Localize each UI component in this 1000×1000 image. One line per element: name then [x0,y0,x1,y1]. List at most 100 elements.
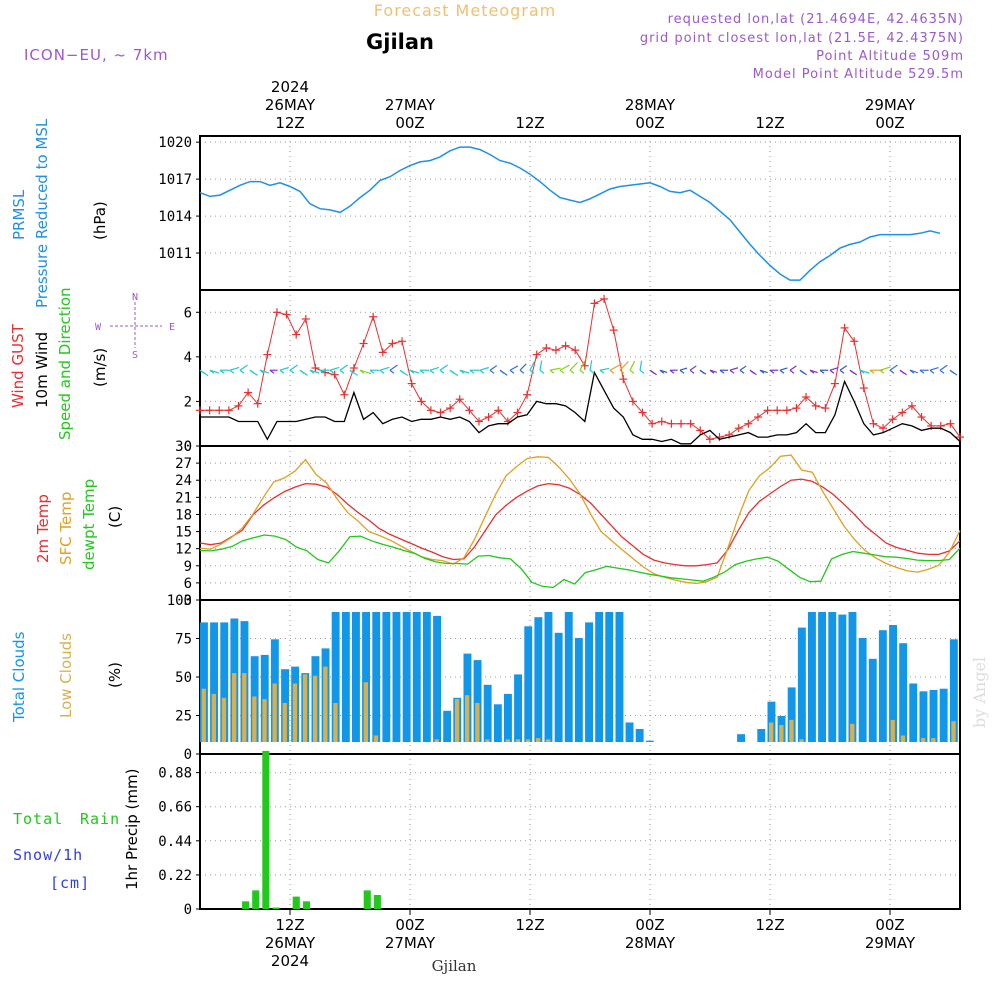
sfctemp-label: SFC Temp [57,492,75,565]
wind-arrow-head [739,369,745,374]
wind-arrow-head [719,369,725,374]
wind-arrow [939,364,948,374]
gust-marker [686,419,695,428]
wind-arrow-shaft [569,362,578,371]
wind-arrow-shaft [429,366,440,371]
gust-marker [446,404,455,413]
gust-marker [696,426,705,435]
wind-arrow [509,365,519,374]
wind-arrow [619,361,629,374]
wind-arrow [229,366,240,374]
top-time-label: 12Z [755,114,784,132]
gust-marker [638,408,647,417]
wind-arrow-head [369,369,375,374]
wind-arrow-shaft [289,364,298,371]
footer-location: Gjilan [432,957,477,975]
wind-arrow-head [919,369,925,374]
watermark: by Angel [970,657,989,728]
total-cloud-bar [554,632,563,742]
wind-arrow [299,369,308,376]
gust-marker [513,408,522,417]
low-cloud-bar [373,735,379,742]
wind-arrow [799,369,807,376]
total-cloud-bar [635,729,644,742]
low-cloud-bar [242,673,247,742]
gust-marker [705,435,714,444]
gust-marker [590,299,599,308]
wind-arrow [269,369,278,374]
total-cloud-bar [848,612,857,742]
wind-arrow [489,365,498,374]
gust-marker [811,401,820,410]
gust-marker [850,337,859,346]
wind-arrow-shaft [579,360,586,371]
low-cloud-bar [333,703,338,742]
wind-arrow-shaft [789,365,797,371]
top-label-hour: 00Z [875,114,904,132]
wind-arrow [219,369,230,374]
gust-marker [474,417,483,426]
total-cloud-bar [828,612,837,742]
gust-marker [821,404,830,413]
wind-arrow [539,360,545,374]
bottom-label-date: 29MAY [865,934,916,952]
gust-marker [667,419,676,428]
top-label-date: 27MAY [385,96,436,114]
top-label-date: 26MAY [265,96,316,114]
wind-arrow-shaft [839,365,848,371]
wind-arrow [429,366,440,374]
wind-arrow-head [279,369,285,374]
low-cloud-bar [515,739,520,742]
wind-arrow-head [899,369,905,374]
total-clouds-label: Total Clouds [10,631,28,723]
wind-arrow-head [529,369,535,374]
rain-bar [252,890,260,909]
precip-cm-label: [cm] [50,874,90,892]
total-cloud-bar [544,612,553,742]
wind-arrow-head [379,369,385,374]
gust-marker [946,419,955,428]
wind-arrow-head [869,369,875,374]
requested-coords: requested lon,lat (21.4694E, 42.4635N) [668,12,964,27]
wind-arrow [459,369,470,374]
clouds-unit: (%) [106,662,124,688]
low-cloud-bar [951,721,956,742]
gridlines [200,754,960,909]
top-label-date: 28MAY [625,96,676,114]
wind-arrow [339,364,348,374]
wind-arrow-shaft [229,366,240,371]
low-cloud-bar [292,683,298,742]
wind-arrow [419,369,430,374]
bottom-label-hour: 00Z [875,916,904,934]
wind-arrow-shaft [609,363,623,371]
wind-arrow-head [789,369,795,374]
y-tick-label: 0.88 [158,766,192,782]
y-tick-label: 12 [175,542,192,558]
wind-arrow-head [749,369,755,374]
bottom-label-hour: 00Z [635,916,664,934]
wind-arrow-head [299,369,305,374]
rain-bar [363,890,371,909]
low-cloud-bar [252,696,257,742]
gust-marker [802,392,811,401]
wind-arrow-shaft [559,364,570,371]
wind-arrow-shaft [279,366,289,371]
wind-arrow [809,369,818,374]
wind-arrow-head [349,369,355,374]
bottom-label-date: 28MAY [625,934,676,952]
wind-arrow [409,369,420,374]
gust-marker [359,339,368,348]
total-cloud-bar [767,701,776,742]
gust-marker [465,406,474,415]
total-cloud-bar [422,612,431,742]
gust-marker [763,406,772,415]
wind-arrow-head [859,369,865,374]
total-cloud-bar [625,722,634,742]
wind-arrow-head [589,369,595,374]
wind-arrow [569,362,578,374]
wind-arrow-shaft [929,366,939,371]
gust-marker [417,397,426,406]
wind-arrow-head [329,369,335,374]
